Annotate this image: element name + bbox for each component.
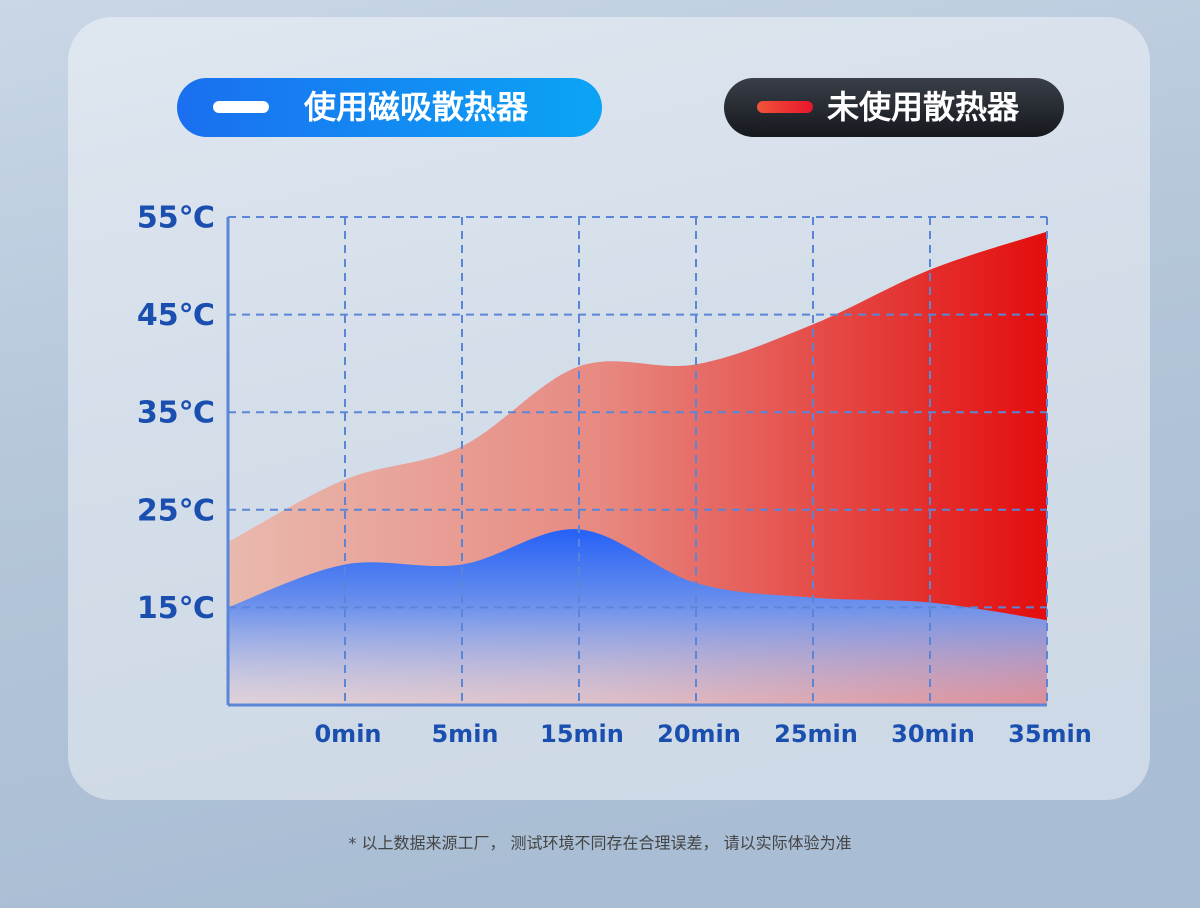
x-tick-label: 30min <box>891 720 975 748</box>
x-tick-label: 0min <box>314 720 381 748</box>
area <box>228 529 1047 705</box>
y-tick-label: 55℃ <box>137 201 215 236</box>
plot: 15℃ 25℃ 35℃ 45℃ 55℃ 0min 5min 15min 20min 25min 30… <box>137 201 1092 749</box>
y-tick-label: 25℃ <box>137 493 215 528</box>
x-tick-label: 25min <box>774 720 858 748</box>
legend-swatch <box>757 101 813 113</box>
legend-pill <box>724 78 1064 137</box>
x-tick-label: 35min <box>1008 720 1092 748</box>
x-tick-label: 20min <box>657 720 741 748</box>
y-tick-label: 35℃ <box>137 396 215 431</box>
footnote: * 以上数据来源工厂， 测试环境不同存在合理误差， 请以实际体验为准 <box>348 834 851 853</box>
y-tick-label: 45℃ <box>137 298 215 333</box>
legend-label: 未使用散热器 <box>827 88 1020 126</box>
legend-swatch <box>213 101 269 113</box>
x-tick-label: 15min <box>540 720 624 748</box>
legend-label: 使用磁吸散热器 <box>303 88 529 126</box>
x-tick-label: 5min <box>431 720 498 748</box>
legend: 使用磁吸散热器 未使用散热器 <box>177 78 1064 137</box>
legend-pill <box>177 78 602 137</box>
y-tick-label: 15℃ <box>137 591 215 626</box>
